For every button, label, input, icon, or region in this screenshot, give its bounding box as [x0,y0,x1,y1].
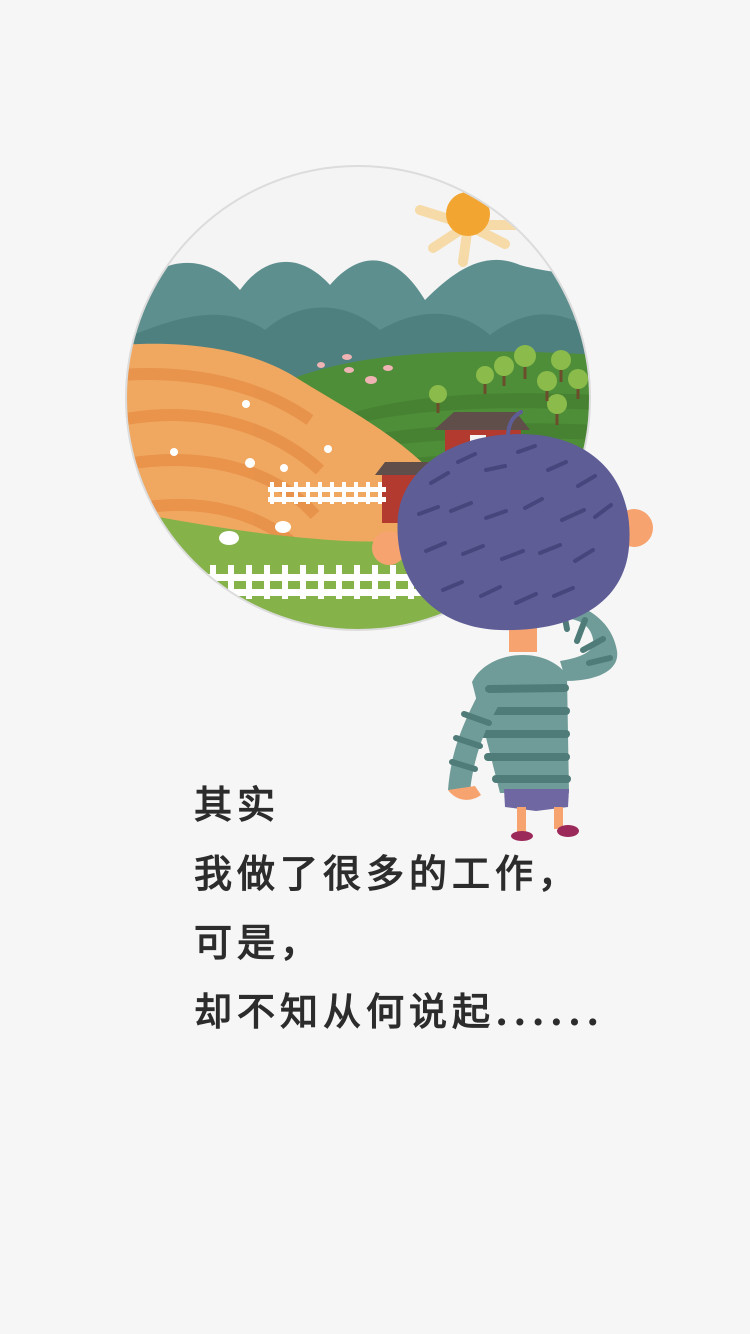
story-line-2: 我做了很多的工作， [194,851,582,896]
sun-icon [415,192,520,267]
story-line-1: 其实 [194,782,281,827]
scene-frame [125,165,591,631]
sheep-group [170,400,332,545]
countryside-illustration [125,165,653,841]
story-text: 其实 我做了很多的工作， 可是， 却不知从何说起...... [194,770,654,1046]
boy-character [372,410,653,841]
fence-group [205,482,440,599]
story-line-3: 可是， [194,920,324,965]
pig-group [317,354,393,384]
story-line-4: 却不知从何说起...... [194,989,605,1034]
tree-group [429,345,588,425]
